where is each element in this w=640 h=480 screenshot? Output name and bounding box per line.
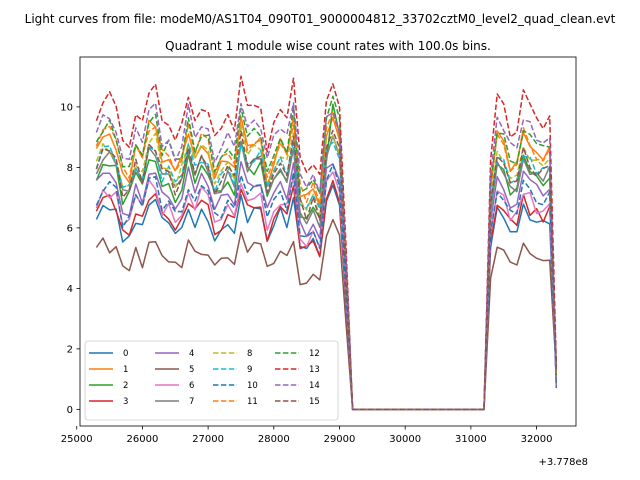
legend-label-13: 13 xyxy=(309,365,320,375)
x-tick-label: 29000 xyxy=(324,434,356,445)
legend-label-6: 6 xyxy=(189,381,194,391)
plot-area xyxy=(95,75,558,411)
legend-label-2: 2 xyxy=(123,381,128,391)
legend-label-15: 15 xyxy=(309,397,320,407)
legend-label-11: 11 xyxy=(247,397,258,407)
series-line-14 xyxy=(95,102,558,411)
series-line-15 xyxy=(95,129,558,411)
series-line-6 xyxy=(95,171,558,411)
series-line-12 xyxy=(95,95,558,411)
legend-label-14: 14 xyxy=(309,381,320,391)
series-line-4 xyxy=(95,160,558,411)
y-tick-label: 4 xyxy=(67,284,73,295)
legend-label-1: 1 xyxy=(123,365,128,375)
series-line-3 xyxy=(95,179,558,411)
y-tick-label: 2 xyxy=(67,344,73,355)
series-line-8 xyxy=(95,123,558,411)
series-line-10 xyxy=(95,163,558,411)
series-line-9 xyxy=(95,139,558,411)
legend-label-8: 8 xyxy=(247,349,252,359)
series-line-13 xyxy=(95,75,558,411)
legend-label-3: 3 xyxy=(123,397,128,407)
y-tick-label: 0 xyxy=(67,405,73,416)
x-tick-label: 27000 xyxy=(192,434,224,445)
x-tick-label: 31000 xyxy=(455,434,487,445)
legend-label-12: 12 xyxy=(309,349,320,359)
axes-title: Quadrant 1 module wise count rates with … xyxy=(165,39,491,53)
y-tick-label: 8 xyxy=(67,163,73,174)
axes-frame xyxy=(79,56,577,427)
legend-box xyxy=(84,340,339,421)
figure-suptitle: Light curves from file: modeM0/AS1T04_09… xyxy=(25,12,616,26)
x-offset-text: +3.778e8 xyxy=(538,457,588,468)
series-line-11 xyxy=(95,110,558,411)
legend-label-10: 10 xyxy=(247,381,258,391)
x-tick-label: 32000 xyxy=(521,434,553,445)
x-tick-label: 25000 xyxy=(61,434,93,445)
series-line-5 xyxy=(95,218,558,411)
axes: 25000 26000 27000 28000 29000 30000 31000 32000… xyxy=(60,56,577,445)
x-tick-label: 28000 xyxy=(258,434,290,445)
y-tick-label: 10 xyxy=(60,102,73,113)
legend-label-0: 0 xyxy=(123,349,128,359)
legend-label-5: 5 xyxy=(189,365,194,375)
legend-label-9: 9 xyxy=(247,365,252,375)
y-tick-label: 6 xyxy=(67,223,73,234)
legend-label-7: 7 xyxy=(189,397,194,407)
x-tick-label: 30000 xyxy=(389,434,421,445)
x-tick-label: 26000 xyxy=(127,434,159,445)
legend-label-4: 4 xyxy=(189,349,194,359)
